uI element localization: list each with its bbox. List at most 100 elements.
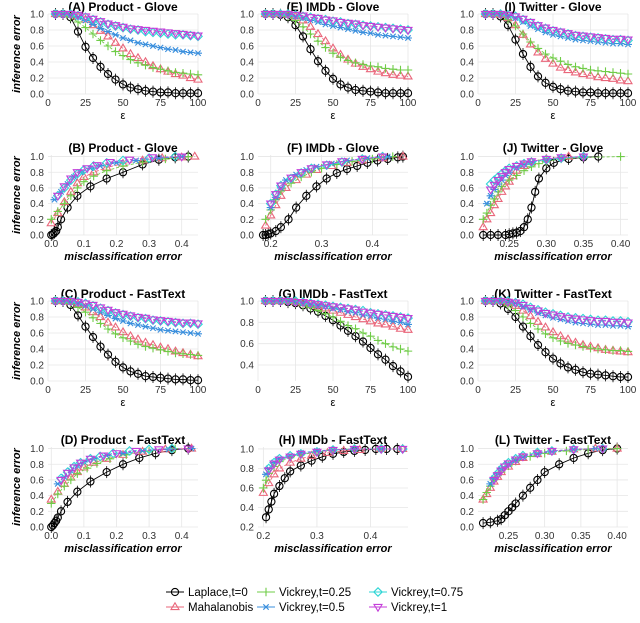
data-point-vickrey1 xyxy=(403,314,413,324)
data-point-vickrey025 xyxy=(381,339,390,348)
data-point-vickrey1 xyxy=(193,32,203,41)
data-point-vickrey1 xyxy=(615,318,626,328)
y-tick-label: 0.2 xyxy=(240,74,254,85)
x-tick-label: 100 xyxy=(620,385,637,396)
data-point-vickrey1 xyxy=(73,11,83,21)
panel-title: (F) IMDb - Glove xyxy=(287,141,379,155)
data-point-mahalanobis xyxy=(185,72,196,82)
data-point-vickrey025 xyxy=(343,321,353,330)
data-point-vickrey05 xyxy=(404,321,412,328)
data-point-vickrey025 xyxy=(89,171,98,181)
data-point-vickrey1 xyxy=(525,305,536,314)
data-point-vickrey05 xyxy=(164,327,172,334)
data-point-mahalanobis xyxy=(350,311,361,321)
data-point-vickrey1 xyxy=(555,313,566,322)
y-tick-label: 0.2 xyxy=(460,74,474,85)
y-tick-label: 1.0 xyxy=(30,152,44,163)
data-point-vickrey1 xyxy=(260,297,271,307)
data-point-vickrey1 xyxy=(500,169,511,178)
data-point-vickrey025 xyxy=(66,475,76,485)
data-point-vickrey025 xyxy=(504,175,514,185)
data-point-vickrey025 xyxy=(171,348,180,358)
data-point-mahalanobis xyxy=(322,447,333,456)
data-point-vickrey025 xyxy=(548,53,558,63)
data-point-vickrey1 xyxy=(397,445,408,455)
data-point-vickrey1 xyxy=(178,30,188,40)
data-point-vickrey025 xyxy=(403,65,413,75)
data-point-vickrey1 xyxy=(480,297,491,307)
x-tick-label: 100 xyxy=(190,385,207,396)
series-line-vickrey075 xyxy=(55,300,199,325)
data-point-vickrey1 xyxy=(170,318,181,328)
x-axis-label: ε xyxy=(331,397,336,409)
series-line-laplace xyxy=(483,156,599,236)
series-line-vickrey1 xyxy=(485,13,629,41)
series-line-vickrey1 xyxy=(270,156,383,204)
data-point-vickrey025 xyxy=(118,333,128,342)
data-point-vickrey025 xyxy=(578,342,588,351)
data-point-vickrey1 xyxy=(313,14,323,24)
data-point-vickrey025 xyxy=(178,69,188,78)
x-tick-label: 0.3 xyxy=(315,239,329,250)
data-point-mahalanobis xyxy=(306,450,317,459)
data-point-vickrey025 xyxy=(126,336,135,346)
data-point-vickrey1 xyxy=(600,34,611,44)
data-point-mahalanobis xyxy=(481,214,492,223)
data-point-vickrey025 xyxy=(321,309,330,318)
data-point-vickrey025 xyxy=(541,329,550,338)
y-tick-label: 1.0 xyxy=(460,297,474,308)
data-point-vickrey025 xyxy=(612,444,622,453)
data-point-mahalanobis xyxy=(397,443,408,453)
data-point-vickrey1 xyxy=(88,301,98,311)
y-tick-label: 0.2 xyxy=(30,215,44,226)
data-point-vickrey1 xyxy=(336,158,347,167)
x-axis-label: ε xyxy=(551,397,556,409)
series-line-vickrey1 xyxy=(55,300,199,324)
y-tick-label: 0.6 xyxy=(30,183,44,194)
y-tick-label: 1.0 xyxy=(30,444,44,455)
x-axis-label: ε xyxy=(331,110,336,122)
y-tick-label: 0.2 xyxy=(30,507,44,518)
data-point-vickrey025 xyxy=(66,191,76,200)
data-point-vickrey1 xyxy=(111,450,122,459)
data-point-mahalanobis xyxy=(258,487,269,496)
data-point-mahalanobis xyxy=(395,70,406,79)
data-point-vickrey1 xyxy=(578,316,588,325)
x-tick-label: 0.40 xyxy=(607,531,627,542)
data-point-mahalanobis xyxy=(380,67,391,77)
series-line-laplace xyxy=(485,13,628,94)
legend-label-mahalanobis: Mahalanobis xyxy=(188,602,253,614)
data-point-vickrey05 xyxy=(186,329,195,337)
x-tick-label: 25 xyxy=(80,385,92,396)
data-point-vickrey1 xyxy=(125,25,136,34)
data-point-vickrey1 xyxy=(58,10,68,20)
panel-title: (A) Product - Glove xyxy=(68,0,178,14)
data-point-mahalanobis xyxy=(178,70,188,79)
data-point-vickrey025 xyxy=(358,60,368,69)
data-point-vickrey1 xyxy=(608,35,618,45)
data-point-vickrey1 xyxy=(321,161,332,170)
data-point-vickrey025 xyxy=(321,43,330,52)
series-line-laplace xyxy=(485,300,628,378)
x-tick-label: 50 xyxy=(117,98,129,109)
data-point-vickrey025 xyxy=(366,332,375,341)
data-point-vickrey05 xyxy=(126,37,135,44)
data-point-vickrey05 xyxy=(134,39,142,46)
y-tick-label: 0.8 xyxy=(240,318,254,329)
data-point-vickrey1 xyxy=(480,10,491,20)
x-tick-label: 75 xyxy=(585,385,597,396)
series-line-vickrey1 xyxy=(493,448,603,481)
data-point-vickrey075 xyxy=(101,157,112,168)
data-point-vickrey1 xyxy=(185,31,196,41)
data-point-vickrey1 xyxy=(147,154,158,163)
data-point-vickrey05 xyxy=(111,315,120,322)
data-point-vickrey1 xyxy=(489,181,500,191)
data-point-vickrey1 xyxy=(268,297,278,307)
data-point-vickrey1 xyxy=(104,158,115,168)
y-tick-label: 0.0 xyxy=(460,523,474,534)
data-point-vickrey1 xyxy=(585,33,596,42)
data-point-vickrey1 xyxy=(110,22,121,31)
data-point-mahalanobis xyxy=(540,322,551,331)
y-tick-label: 0.0 xyxy=(240,231,254,242)
data-point-vickrey025 xyxy=(141,61,150,70)
